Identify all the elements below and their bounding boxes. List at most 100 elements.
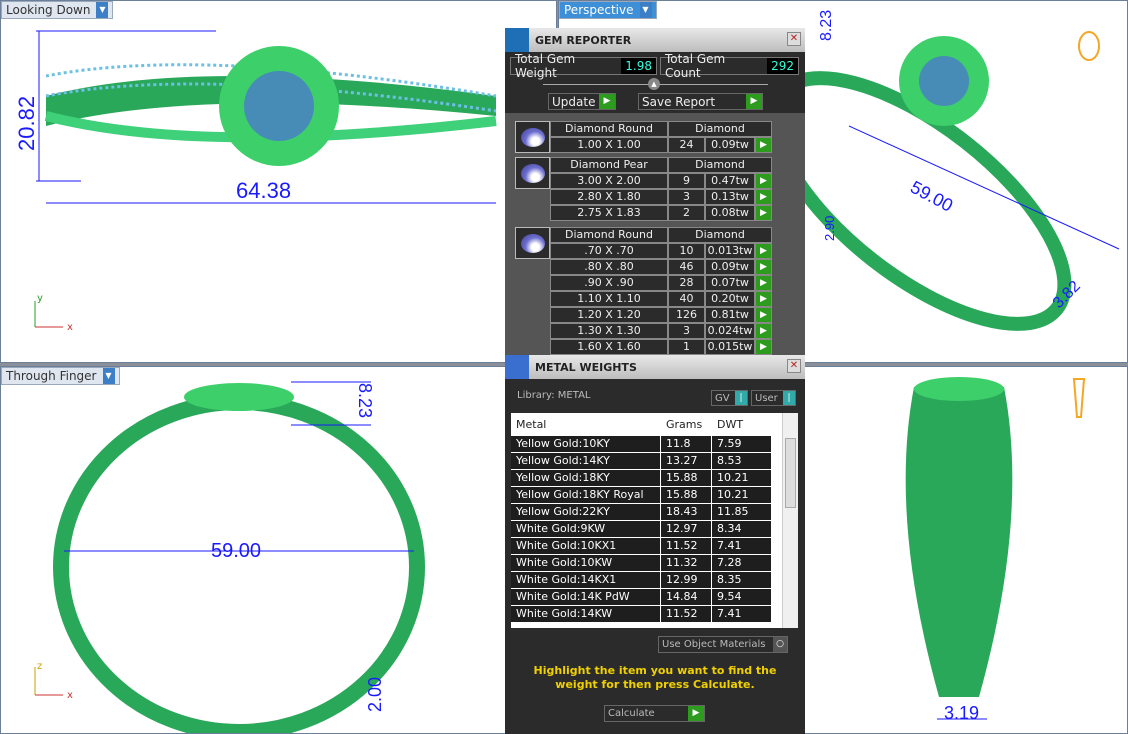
metal-grams: 11.32 [661, 555, 712, 572]
calculate-button[interactable]: Calculate ▶ [604, 705, 705, 722]
close-icon[interactable]: ✕ [787, 359, 801, 373]
select-gems-arrow-icon[interactable]: ▶ [755, 323, 772, 339]
play-arrow-icon: ▶ [746, 94, 762, 109]
col-dwt[interactable]: DWT [717, 418, 744, 431]
metal-dwt: 7.41 [712, 606, 772, 623]
metal-name: Yellow Gold:22KY [511, 504, 661, 521]
gem-size: 2.80 X 1.80 [550, 189, 668, 205]
metal-row[interactable]: Yellow Gold:10KY 11.8 7.59 [511, 436, 798, 453]
gem-row[interactable]: 1.20 X 1.20 126 0.81tw ▶ [550, 307, 772, 323]
flower-head [914, 377, 1004, 401]
bracelet-side-view: 3.19 [905, 377, 1086, 723]
metal-table: Metal Grams DWT Yellow Gold:10KY 11.8 7.59… [511, 413, 798, 628]
gem-size: 2.75 X 1.83 [550, 205, 668, 221]
gem-count: 126 [668, 307, 705, 323]
gem-size: 1.20 X 1.20 [550, 307, 668, 323]
metal-row[interactable]: Yellow Gold:18KY 15.88 10.21 [511, 470, 798, 487]
select-gems-arrow-icon[interactable]: ▶ [755, 137, 772, 153]
collapse-icon[interactable]: ▲ [648, 78, 660, 90]
viewport-tab-perspective[interactable]: Perspective ▼ [559, 1, 657, 19]
viewport-label: Through Finger [6, 369, 97, 383]
metal-grams: 11.8 [661, 436, 712, 453]
scrollbar[interactable] [782, 413, 798, 628]
select-gems-arrow-icon[interactable]: ▶ [755, 291, 772, 307]
gem-row[interactable]: 1.30 X 1.30 3 0.024tw ▶ [550, 323, 772, 339]
user-toggle[interactable]: User | [751, 390, 796, 406]
select-gems-arrow-icon[interactable]: ▶ [755, 243, 772, 259]
select-gems-arrow-icon[interactable]: ▶ [755, 307, 772, 323]
gem-group-header: Diamond Pear Diamond [550, 157, 772, 173]
gem-row[interactable]: .70 X .70 10 0.013tw ▶ [550, 243, 772, 259]
select-gems-arrow-icon[interactable]: ▶ [755, 339, 772, 355]
gem-count: 3 [668, 189, 705, 205]
gem-shape-icon [515, 121, 550, 153]
label: User [755, 392, 778, 404]
close-icon[interactable]: ✕ [787, 32, 801, 46]
gem-row[interactable]: .90 X .90 28 0.07tw ▶ [550, 275, 772, 291]
select-gems-arrow-icon[interactable]: ▶ [755, 205, 772, 221]
gem-weight: 0.024tw [705, 323, 755, 339]
metal-grams: 13.27 [661, 453, 712, 470]
metal-row[interactable]: White Gold:9KW 12.97 8.34 [511, 521, 798, 538]
chevron-down-icon[interactable]: ▼ [102, 368, 115, 384]
dim-thickness: 2.00 [365, 677, 385, 712]
gem-cluster [919, 56, 969, 106]
metal-row[interactable]: White Gold:14KW 11.52 7.41 [511, 606, 798, 623]
metal-weights-titlebar[interactable]: METAL WEIGHTS ✕ [505, 355, 805, 379]
metal-dwt: 8.35 [712, 572, 772, 589]
gem-count: 24 [668, 137, 705, 153]
chevron-down-icon[interactable]: ▼ [639, 2, 652, 18]
metal-grams: 15.88 [661, 470, 712, 487]
use-object-materials-toggle[interactable]: Use Object Materials ○ [658, 636, 788, 653]
scroll-thumb[interactable] [785, 438, 796, 508]
viewport-label: Looking Down [6, 3, 91, 17]
viewport-tab-through-finger[interactable]: Through Finger ▼ [1, 367, 120, 385]
library-label: Library: METAL [517, 390, 591, 401]
viewport-tab-looking-down[interactable]: Looking Down ▼ [1, 1, 114, 19]
gem-row[interactable]: 1.60 X 1.60 1 0.015tw ▶ [550, 339, 772, 355]
col-grams[interactable]: Grams [666, 418, 703, 431]
flower-head [184, 383, 294, 411]
ring-orientation-icon[interactable] [1072, 378, 1086, 418]
toggle-icon: | [783, 391, 795, 405]
update-button[interactable]: Update ▶ [548, 93, 616, 110]
table-header: Metal Grams DWT [511, 413, 798, 436]
save-report-button[interactable]: Save Report ▶ [638, 93, 763, 110]
gem-row[interactable]: 2.80 X 1.80 3 0.13tw ▶ [550, 189, 772, 205]
metal-row[interactable]: White Gold:10KW 11.32 7.28 [511, 555, 798, 572]
dim-diameter: 59.00 [907, 177, 956, 216]
metal-row[interactable]: White Gold:14KX1 12.99 8.35 [511, 572, 798, 589]
gv-toggle[interactable]: GV | [711, 390, 748, 406]
metal-dwt: 8.53 [712, 453, 772, 470]
viewport-through-finger[interactable]: 59.00 8.23 2.00 z x Through Finger ▼ [0, 366, 557, 734]
select-gems-arrow-icon[interactable]: ▶ [755, 259, 772, 275]
gem-row[interactable]: 1.00 X 1.00 24 0.09tw ▶ [550, 137, 772, 153]
select-gems-arrow-icon[interactable]: ▶ [755, 275, 772, 291]
gem-row[interactable]: .80 X .80 46 0.09tw ▶ [550, 259, 772, 275]
gem-row[interactable]: 2.75 X 1.83 2 0.08tw ▶ [550, 205, 772, 221]
metal-row[interactable]: Yellow Gold:14KY 13.27 8.53 [511, 453, 798, 470]
gem-row[interactable]: 3.00 X 2.00 9 0.47tw ▶ [550, 173, 772, 189]
gem-size: 1.10 X 1.10 [550, 291, 668, 307]
viewport-looking-down[interactable]: 20.82 64.38 y x Looking Down ▼ [0, 0, 557, 363]
metal-row[interactable]: White Gold:14K PdW 14.84 9.54 [511, 589, 798, 606]
gem-report-icon [505, 28, 529, 52]
gem-reporter-titlebar[interactable]: GEM REPORTER ✕ [505, 28, 805, 52]
gem-count: 1 [668, 339, 705, 355]
metal-row[interactable]: Yellow Gold:18KY Royal 15.88 10.21 [511, 487, 798, 504]
select-gems-arrow-icon[interactable]: ▶ [755, 173, 772, 189]
metal-row[interactable]: White Gold:10KX1 11.52 7.41 [511, 538, 798, 555]
metal-row[interactable]: Yellow Gold:22KY 18.43 11.85 [511, 504, 798, 521]
select-gems-arrow-icon[interactable]: ▶ [755, 189, 772, 205]
metal-grams: 12.99 [661, 572, 712, 589]
label: Save Report [642, 94, 716, 109]
ring-orientation-icon[interactable] [1078, 31, 1100, 61]
viewport-label: Perspective [564, 3, 634, 17]
bracelet-front-view: 59.00 8.23 2.00 z x [34, 381, 425, 733]
gem-row[interactable]: 1.10 X 1.10 40 0.20tw ▶ [550, 291, 772, 307]
gem-shape: Diamond Pear [550, 157, 668, 173]
chevron-down-icon[interactable]: ▼ [96, 2, 109, 18]
col-metal[interactable]: Metal [516, 418, 547, 431]
gem-cluster [244, 71, 314, 141]
dim-width: 3.19 [944, 703, 979, 723]
